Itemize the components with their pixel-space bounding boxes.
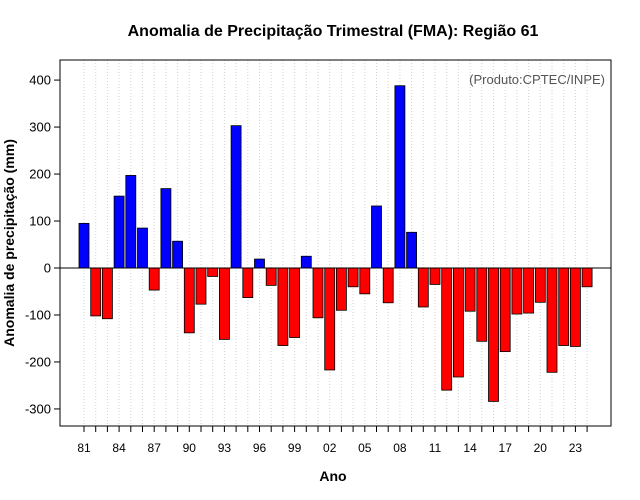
bar-2010 (417, 267, 429, 308)
x-tick-label: 81 (77, 441, 91, 455)
bar-1999 (289, 267, 301, 338)
bar-1984 (113, 195, 125, 269)
y-axis: -300 -200 -100 0 100 200 300 400 (25, 73, 60, 416)
x-tick-label: 02 (323, 441, 337, 455)
plot-frame (59, 59, 612, 427)
x-tick-label: 08 (393, 441, 407, 455)
bars-group (78, 85, 593, 402)
bar-1992 (207, 267, 219, 277)
bar-2004 (347, 267, 359, 288)
x-tick-label: 93 (218, 441, 232, 455)
bar-2005 (359, 267, 371, 295)
bar-2012 (441, 267, 453, 391)
bar-2007 (382, 267, 394, 304)
bar-1986 (137, 227, 148, 269)
y-axis-label: Anomalia de precipitação (mm) (1, 139, 17, 347)
bar-2021 (546, 267, 558, 373)
bar-1983 (102, 267, 113, 320)
bar-1988 (160, 188, 172, 269)
x-tick-label: 20 (534, 441, 548, 455)
bar-1991 (195, 267, 207, 305)
bar-2009 (406, 231, 418, 269)
y-tick-label: 100 (29, 214, 51, 229)
bar-2002 (324, 267, 336, 371)
x-tick-label: 17 (499, 441, 513, 455)
bar-2000 (300, 255, 312, 269)
bar-2017 (499, 267, 511, 353)
bar-2013 (452, 267, 464, 378)
chart-title: Anomalia de Precipitação Trimestral (FMA… (128, 23, 539, 40)
bar-1995 (242, 267, 254, 299)
product-annotation: (Produto:CPTEC/INPE) (469, 72, 605, 87)
bar-2019 (523, 267, 534, 314)
y-tick-label: 400 (29, 73, 51, 88)
bar-1996 (254, 258, 265, 269)
bar-2022 (558, 267, 570, 346)
bar-2008 (394, 85, 406, 269)
x-tick-label: 05 (358, 441, 372, 455)
bar-2018 (511, 267, 523, 315)
bar-1989 (172, 240, 184, 269)
bar-1990 (183, 267, 195, 334)
bar-2011 (429, 267, 441, 285)
bar-2006 (371, 205, 382, 269)
y-tick-label: 0 (44, 261, 51, 276)
x-axis: 81 84 87 90 93 96 99 02 05 08 11 14 17 20 23 (77, 426, 588, 455)
bar-1981 (78, 222, 90, 269)
y-tick-label: -100 (25, 307, 51, 322)
bar-1985 (125, 175, 137, 269)
x-tick-label: 11 (429, 441, 442, 455)
bar-2016 (488, 267, 499, 402)
bar-1998 (277, 267, 289, 346)
grid-lines (83, 60, 588, 426)
y-tick-label: 300 (29, 120, 51, 135)
bar-1994 (230, 125, 242, 269)
bar-2020 (534, 267, 546, 303)
x-tick-label: 23 (569, 441, 583, 455)
x-tick-label: 84 (112, 441, 126, 455)
bar-2014 (464, 267, 476, 312)
x-tick-label: 87 (148, 441, 162, 455)
bar-2015 (476, 267, 488, 342)
x-axis-label: Ano (319, 468, 346, 484)
bar-2003 (335, 267, 347, 311)
x-tick-label: 99 (288, 441, 302, 455)
y-tick-label: 200 (29, 167, 51, 182)
bar-2024 (581, 267, 593, 288)
bar-1993 (218, 267, 230, 340)
bar-2001 (312, 267, 324, 319)
y-tick-label: -300 (25, 401, 51, 416)
bar-1982 (90, 267, 102, 317)
bar-1987 (148, 267, 160, 291)
x-tick-label: 90 (183, 441, 197, 455)
x-tick-label: 14 (463, 441, 477, 455)
bar-1997 (265, 267, 277, 286)
y-tick-label: -200 (25, 354, 51, 369)
x-tick-label: 96 (253, 441, 267, 455)
bar-2023 (570, 267, 581, 347)
